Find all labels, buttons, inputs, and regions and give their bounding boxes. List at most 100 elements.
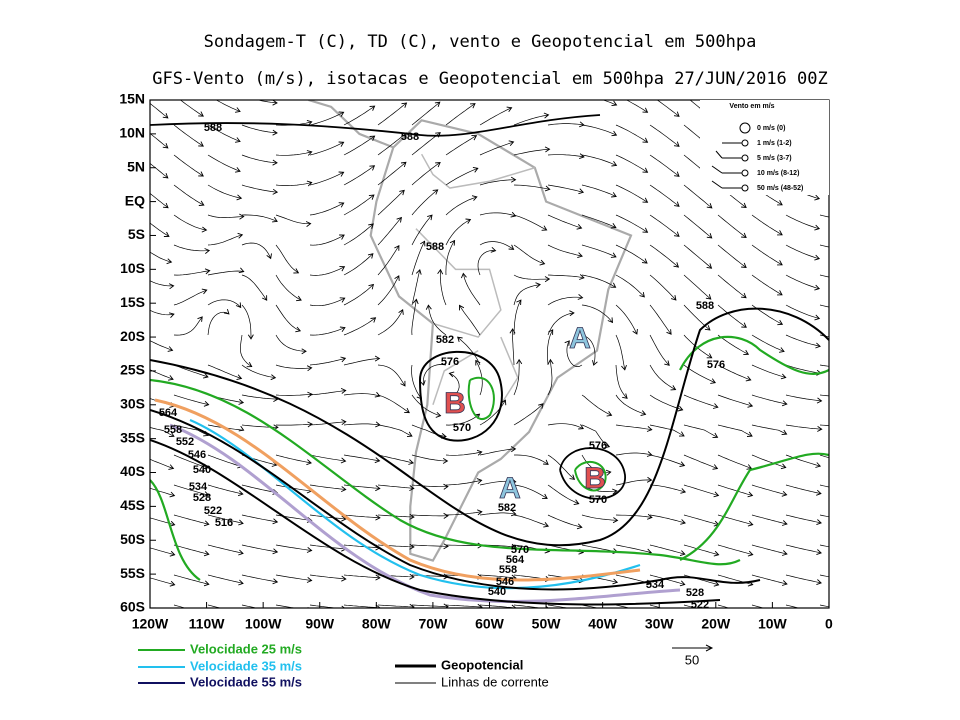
- arrow-head: [306, 119, 313, 126]
- arrow-head: [168, 312, 175, 319]
- arrow-head: [747, 402, 754, 408]
- arrow-head: [339, 297, 346, 303]
- arrow-head: [506, 106, 513, 113]
- arrow-head: [341, 605, 346, 608]
- contour-label: 522: [691, 599, 709, 611]
- legend-label: Velocidade 35 m/s: [190, 658, 302, 673]
- streamline: [819, 604, 829, 608]
- streamline: [615, 424, 652, 431]
- streamline: [547, 244, 583, 257]
- arrow-head: [852, 365, 856, 370]
- lat-label: 10S: [120, 260, 145, 276]
- streamline: [377, 190, 405, 216]
- streamline: [275, 364, 312, 369]
- arrow-head: [642, 137, 649, 143]
- lat-label: 15N: [119, 91, 145, 107]
- wind-legend-label: 1 m/s (1-2): [757, 140, 792, 147]
- streamline: [683, 604, 696, 608]
- streamline: [547, 484, 579, 505]
- arrow-head: [576, 523, 583, 530]
- arrow-head: [340, 387, 347, 394]
- arrow-head: [535, 282, 541, 289]
- arrow-head: [814, 314, 821, 321]
- arrow-head: [850, 461, 855, 466]
- streamline: [343, 423, 380, 426]
- arrow-head: [713, 580, 720, 587]
- streamline: [150, 280, 174, 287]
- streamline: [445, 604, 482, 608]
- arrow-head: [247, 334, 254, 340]
- arrow-head: [168, 464, 175, 470]
- arrow-head: [399, 189, 405, 196]
- arrow-head: [396, 216, 402, 223]
- arrow-head: [852, 394, 856, 399]
- arrow-head: [375, 514, 381, 521]
- streamline: [581, 334, 596, 366]
- arrow-head: [238, 267, 245, 274]
- streamline: [241, 604, 258, 608]
- arrow-head: [679, 550, 686, 557]
- streamline: [241, 364, 276, 379]
- arrow-head: [610, 223, 617, 229]
- wind-legend-label: 0 m/s (0): [757, 125, 785, 132]
- pressure-center: A: [569, 322, 591, 355]
- streamline: [309, 327, 346, 336]
- lat-label: 20S: [120, 328, 145, 344]
- streamline: [343, 284, 374, 306]
- streamline: [819, 424, 829, 426]
- arrow-head: [576, 224, 583, 230]
- lon-label: 120W: [132, 616, 169, 632]
- streamline: [241, 154, 278, 164]
- legend-label: Velocidade 25 m/s: [190, 641, 302, 656]
- arrow-head: [443, 512, 449, 519]
- streamline: [547, 274, 584, 279]
- arrow-head: [747, 550, 754, 557]
- streamline: [717, 394, 753, 407]
- lon-label: 30W: [645, 616, 675, 632]
- arrow-head: [437, 268, 444, 275]
- streamline: [439, 269, 447, 306]
- arrow-head: [223, 308, 230, 315]
- arrow-head: [170, 611, 175, 616]
- streamline: [717, 274, 747, 298]
- arrow-head: [712, 464, 719, 470]
- wind-legend: Vento em m/s 0 m/s (0) 1 m/s (1-2) 5 m/s (…: [700, 100, 829, 195]
- arrow-head: [266, 253, 272, 260]
- streamline: [445, 167, 478, 186]
- streamline: [785, 424, 822, 430]
- streamline: [173, 604, 187, 608]
- streamline: [513, 484, 548, 499]
- legend-label: Linhas de corrente: [441, 674, 549, 689]
- streamline: [173, 424, 209, 436]
- streamline: [275, 244, 299, 274]
- arrow-head: [815, 342, 821, 349]
- arrow-head: [664, 360, 670, 366]
- arrow-head: [851, 548, 856, 553]
- streamline: [547, 312, 574, 336]
- arrow-head: [198, 111, 204, 117]
- streamline: [275, 304, 301, 332]
- streamline: [309, 234, 345, 246]
- streamline: [649, 334, 670, 366]
- arrow-head: [409, 485, 415, 492]
- streamline: [150, 251, 172, 263]
- streamline: [581, 124, 617, 136]
- streamline: [150, 132, 169, 149]
- streamline: [717, 334, 749, 355]
- streamline: [819, 304, 829, 308]
- contour-label: 558: [164, 424, 182, 436]
- arrow-head: [475, 359, 481, 366]
- streamline: [649, 184, 680, 207]
- arrow-head: [611, 161, 618, 167]
- streamline: [309, 141, 344, 156]
- streamline: [717, 304, 747, 328]
- streamline: [173, 289, 207, 306]
- streamline: [343, 105, 375, 126]
- arrow-head: [673, 262, 680, 268]
- arrow-head: [338, 202, 345, 208]
- streamline: [275, 274, 302, 301]
- arrow-head: [674, 171, 680, 177]
- streamline: [615, 154, 648, 173]
- streamline: [785, 334, 821, 347]
